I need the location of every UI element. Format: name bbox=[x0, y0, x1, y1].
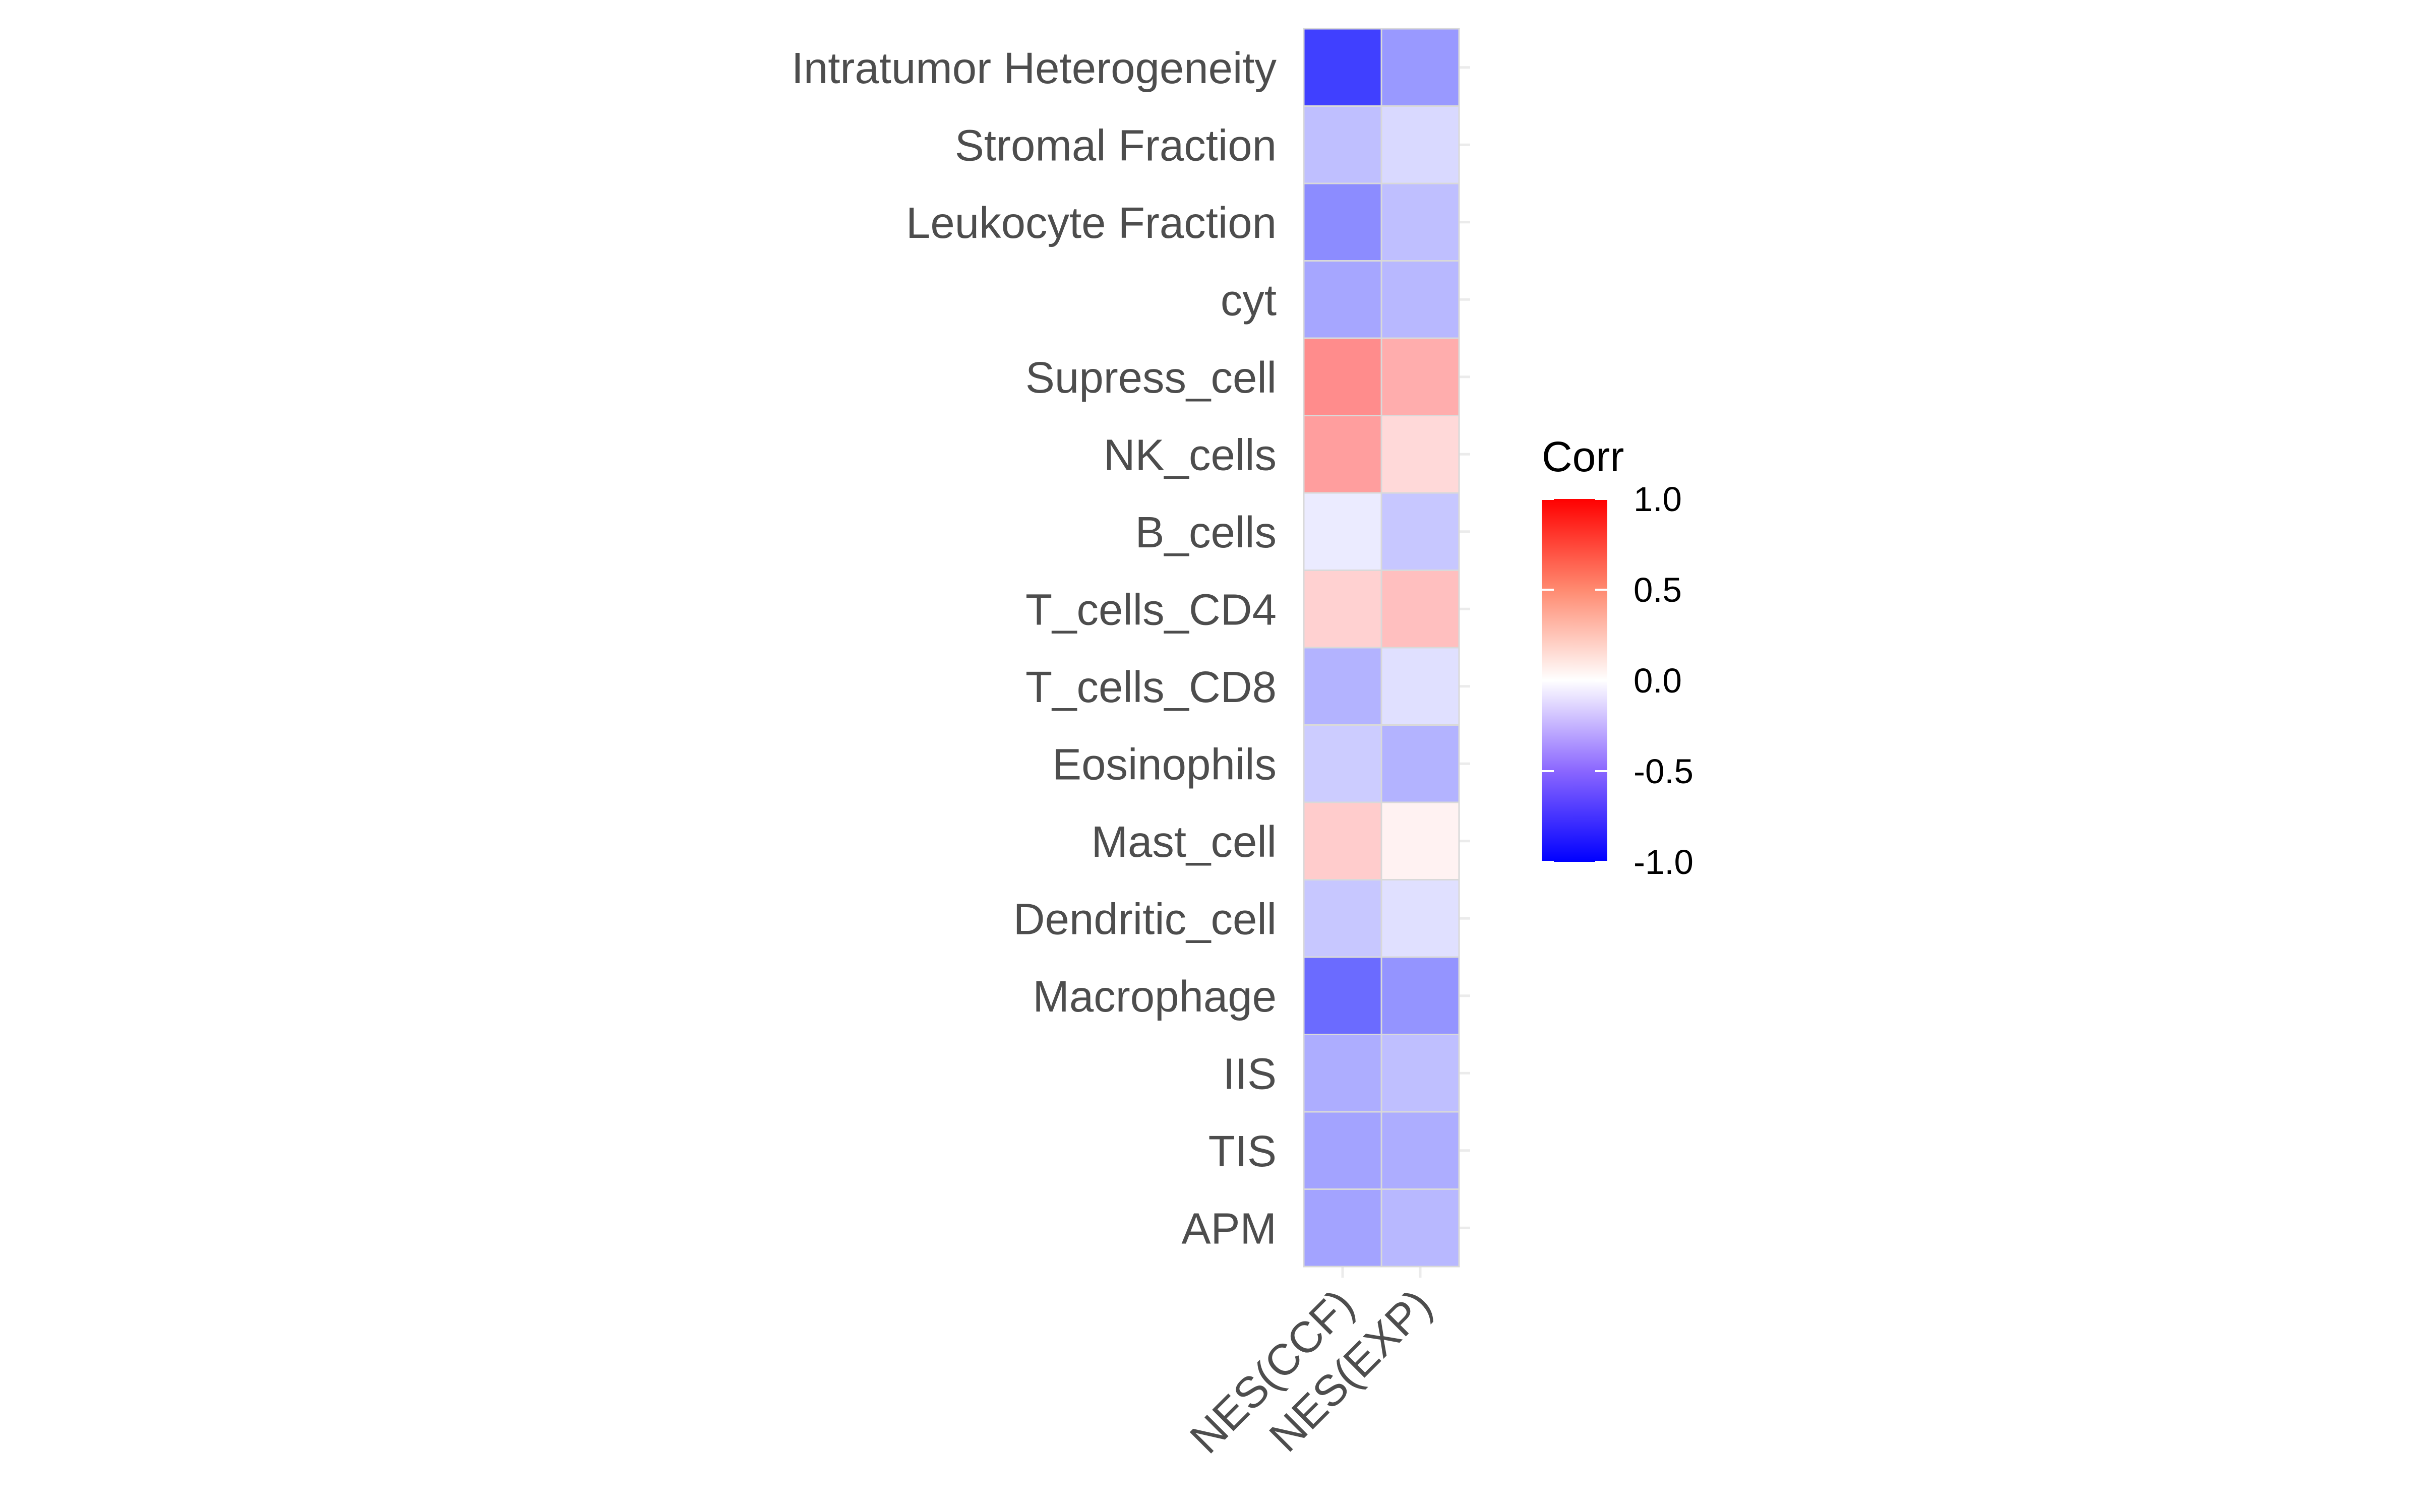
legend-tick-label: -1.0 bbox=[1634, 843, 1693, 881]
heatmap-cell bbox=[1303, 415, 1382, 494]
heatmap-cell bbox=[1380, 879, 1460, 958]
heatmap-cell bbox=[1303, 570, 1382, 649]
row-label: Dendritic_cell bbox=[1013, 895, 1277, 943]
row-labels: Intratumor Heterogeneity Stromal Fraction… bbox=[792, 44, 1277, 1253]
row-label: Leukocyte Fraction bbox=[906, 199, 1277, 247]
heatmap-cell bbox=[1303, 337, 1382, 416]
heatmap-cell bbox=[1380, 801, 1460, 880]
heatmap-cell bbox=[1303, 1034, 1382, 1113]
heatmap-cell bbox=[1303, 1111, 1382, 1190]
heatmap-cell bbox=[1380, 415, 1460, 494]
heatmap-cell bbox=[1303, 105, 1382, 184]
heatmap-cell bbox=[1380, 956, 1460, 1035]
heatmap-cell bbox=[1380, 260, 1460, 339]
row-label: cyt bbox=[1221, 276, 1277, 325]
row-label: Mast_cell bbox=[1092, 817, 1277, 866]
color-legend: Corr 1.0 0.5 0.0 -0.5 -1.0 bbox=[1542, 433, 1693, 881]
heatmap-cell bbox=[1303, 260, 1382, 339]
heatmap-cell bbox=[1380, 337, 1460, 416]
heatmap-cell bbox=[1380, 105, 1460, 184]
row-label: IIS bbox=[1223, 1049, 1277, 1098]
heatmap-cell bbox=[1303, 492, 1382, 571]
heatmap-cell bbox=[1380, 1034, 1460, 1113]
heatmap-cell bbox=[1380, 570, 1460, 649]
row-label: Macrophage bbox=[1033, 972, 1277, 1021]
legend-title: Corr bbox=[1542, 433, 1624, 480]
row-label: Stromal Fraction bbox=[955, 121, 1277, 170]
column-labels: NES(CCF)NES(EXP) bbox=[1181, 1280, 1441, 1463]
row-label: T_cells_CD8 bbox=[1025, 663, 1277, 712]
row-label: Supress_cell bbox=[1025, 353, 1277, 402]
legend-ticks: 1.0 0.5 0.0 -0.5 -1.0 bbox=[1542, 480, 1693, 881]
heatmap-cell bbox=[1303, 1188, 1382, 1268]
panel-grid bbox=[1341, 66, 1470, 1278]
heatmap-cell bbox=[1380, 647, 1460, 726]
heatmap-cells bbox=[1303, 28, 1460, 1268]
heatmap-cell bbox=[1303, 879, 1382, 958]
row-label: B_cells bbox=[1135, 508, 1277, 557]
legend-tick-label: 0.0 bbox=[1634, 661, 1682, 700]
heatmap-cell bbox=[1303, 647, 1382, 726]
heatmap-cell bbox=[1303, 801, 1382, 880]
heatmap-cell bbox=[1380, 182, 1460, 262]
row-label: Eosinophils bbox=[1052, 740, 1277, 789]
heatmap-cell bbox=[1380, 1111, 1460, 1190]
heatmap-cell bbox=[1380, 492, 1460, 571]
row-label: TIS bbox=[1208, 1127, 1277, 1176]
heatmap-cell bbox=[1380, 1188, 1460, 1268]
heatmap-cell bbox=[1303, 28, 1382, 107]
heatmap-cell bbox=[1303, 724, 1382, 803]
legend-tick-label: 1.0 bbox=[1634, 480, 1682, 519]
heatmap-cell bbox=[1303, 182, 1382, 262]
row-label: Intratumor Heterogeneity bbox=[792, 44, 1277, 93]
heatmap-cell bbox=[1380, 28, 1460, 107]
heatmap-cell bbox=[1303, 956, 1382, 1035]
row-label: T_cells_CD4 bbox=[1025, 585, 1277, 634]
row-label: NK_cells bbox=[1104, 430, 1277, 479]
row-label: APM bbox=[1181, 1204, 1277, 1253]
legend-tick-label: -0.5 bbox=[1634, 752, 1693, 791]
legend-tick-label: 0.5 bbox=[1634, 571, 1682, 609]
heatmap-cell bbox=[1380, 724, 1460, 803]
